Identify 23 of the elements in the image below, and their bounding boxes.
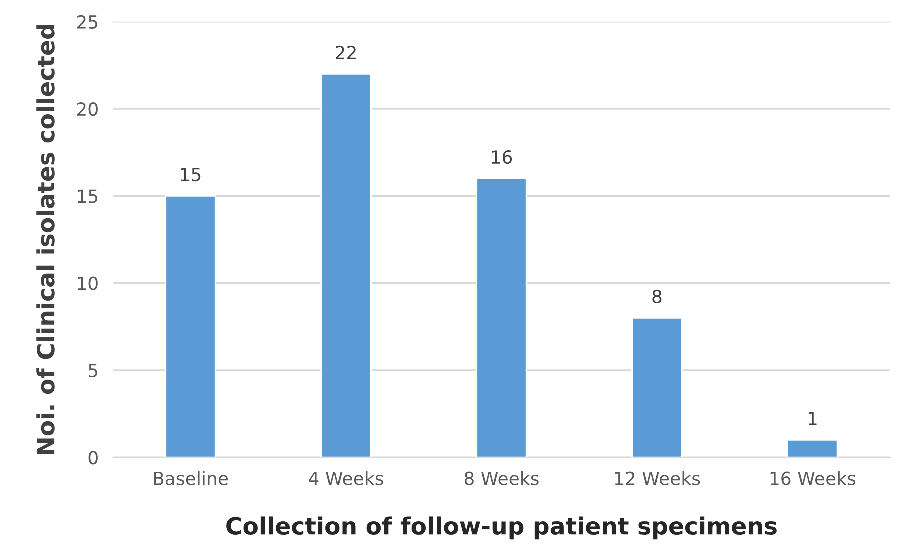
y-axis-title: Noi. of Clinical isolates collected: [36, 25, 55, 454]
x-tick-label: 4 Weeks: [309, 471, 384, 486]
bar: [320, 74, 372, 458]
y-tick-label: 25: [77, 15, 98, 30]
data-label: 16: [492, 150, 512, 164]
x-tick-label: 8 Weeks: [464, 471, 539, 486]
y-tick-label: 0: [88, 451, 98, 465]
bar: [787, 439, 838, 458]
data-label: 1: [808, 412, 817, 426]
x-axis-title: Collection of follow-up patient specimens: [226, 516, 777, 540]
x-tick-label: Baseline: [154, 471, 228, 486]
y-tick-label: 20: [77, 102, 98, 116]
x-tick-label: 12 Weeks: [615, 471, 700, 486]
data-label: 22: [336, 46, 356, 60]
y-tick-label: 10: [78, 276, 98, 290]
bar: [165, 195, 216, 458]
bar: [632, 317, 683, 458]
y-tick-label: 5: [89, 364, 98, 378]
y-tick-label: 15: [78, 190, 98, 204]
x-tick-label: 16 Weeks: [770, 471, 856, 486]
bar: [476, 178, 528, 458]
data-label: 8: [652, 290, 662, 304]
data-label: 15: [181, 168, 201, 182]
